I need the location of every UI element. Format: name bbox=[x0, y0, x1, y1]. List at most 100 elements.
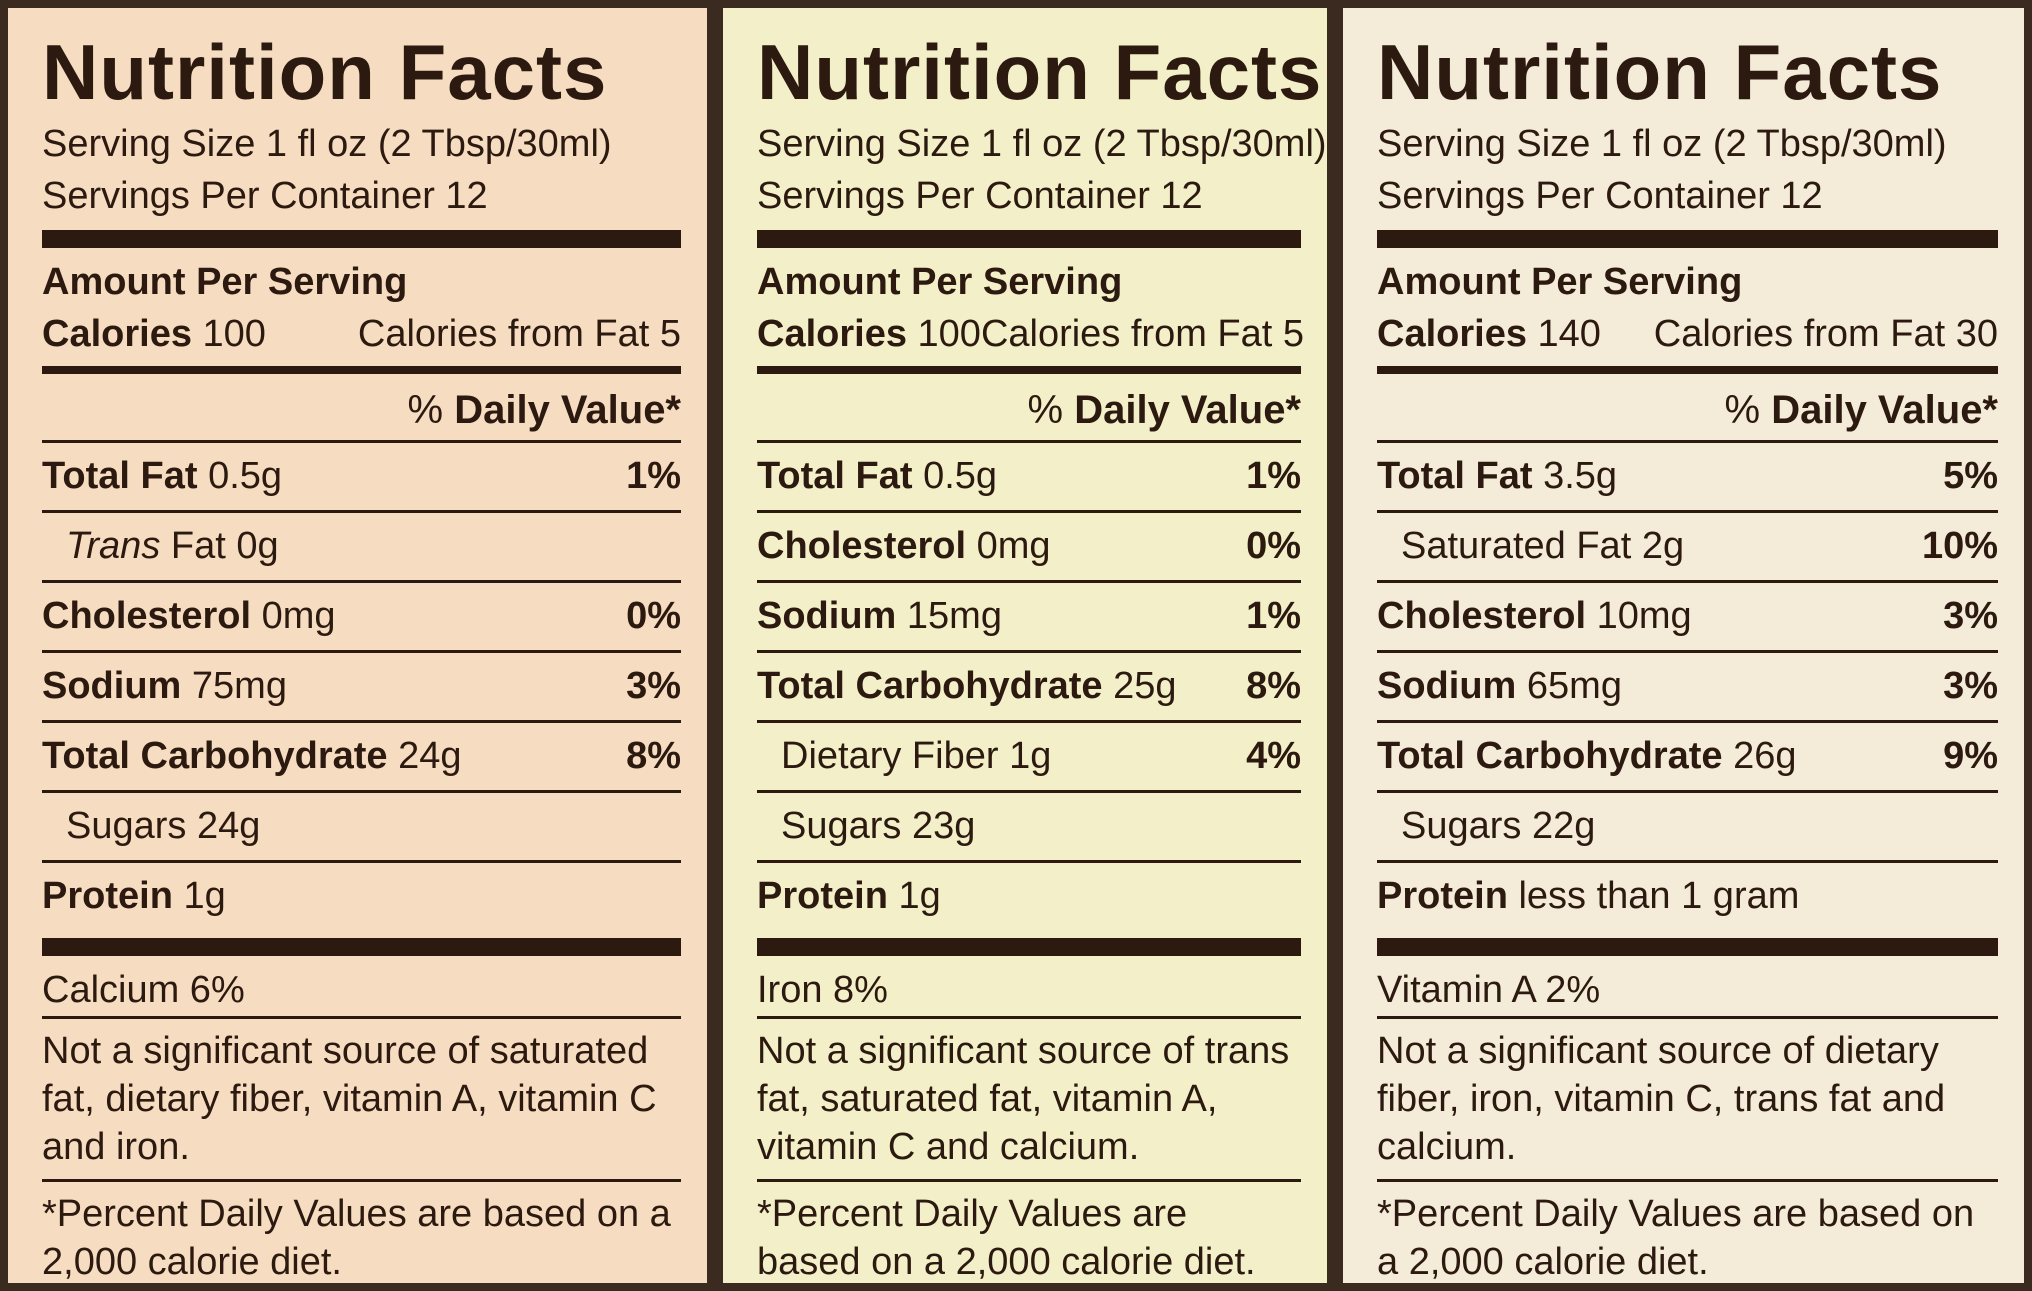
nutrient: Dietary Fiber 1g bbox=[781, 723, 1051, 790]
nutrient-amount: 0mg bbox=[261, 595, 336, 637]
dv-prefix: % bbox=[1027, 388, 1064, 432]
nutrient-amount: 24g bbox=[398, 735, 462, 777]
nutrient: Total Carbohydrate 25g bbox=[757, 653, 1177, 720]
nutrient-amount: 2g bbox=[1641, 525, 1685, 567]
daily-value: 4% bbox=[1246, 735, 1301, 777]
nutrient-row: Total Carbohydrate 24g 8% bbox=[42, 723, 681, 790]
nutrient-name: Trans bbox=[66, 525, 161, 567]
nutrient-amount: 1g bbox=[1009, 735, 1052, 777]
calories-label: Calories bbox=[42, 313, 192, 355]
calories: Calories 100 bbox=[42, 308, 266, 360]
row-rule bbox=[1377, 650, 1998, 653]
row-rule bbox=[1377, 720, 1998, 723]
thick-rule bbox=[1377, 230, 1998, 248]
thick-rule bbox=[42, 230, 681, 248]
nutrient-row: Total Fat 0.5g 1% bbox=[42, 443, 681, 510]
row-rule bbox=[757, 790, 1301, 793]
nutrient-row: Sugars 23g bbox=[757, 793, 1301, 860]
vitamins: Calcium 6% bbox=[42, 969, 245, 1011]
row-rule bbox=[42, 790, 681, 793]
nutrient-row: Cholesterol 0mg 0% bbox=[757, 513, 1301, 580]
nutrient: Total Carbohydrate 26g bbox=[1377, 723, 1797, 790]
daily-value-header: % Daily Value* bbox=[757, 380, 1302, 440]
label-title: Nutrition Facts bbox=[757, 28, 1323, 116]
amount-per-serving: Amount Per Serving bbox=[1377, 261, 1743, 303]
daily-value: 9% bbox=[1943, 735, 1998, 777]
calories-label: Calories bbox=[1377, 313, 1527, 355]
nutrient-name: Cholesterol bbox=[42, 595, 252, 637]
nutrient-amount: 25g bbox=[1113, 665, 1177, 707]
daily-value: 8% bbox=[1246, 665, 1301, 707]
daily-value: 0% bbox=[626, 595, 681, 637]
servings-per-container: Servings Per Container 12 bbox=[42, 175, 488, 217]
nutrient-amount: 0.5g bbox=[923, 455, 998, 497]
row-rule bbox=[42, 860, 681, 863]
daily-value: 5% bbox=[1943, 455, 1998, 497]
nutrient-row: Protein 1g bbox=[42, 863, 681, 930]
daily-value: 1% bbox=[1246, 595, 1301, 637]
nutrient-row: Sugars 22g bbox=[1377, 793, 1998, 860]
nutrient-row: Saturated Fat 2g 10% bbox=[1377, 513, 1998, 580]
dv-header: Daily Value* bbox=[454, 388, 681, 432]
nutrient-row: Protein 1g bbox=[757, 863, 1301, 930]
nutrient-name: Cholesterol bbox=[1377, 595, 1587, 637]
nutrient-name: Protein bbox=[42, 875, 173, 917]
note: Not a significant source of trans fat, s… bbox=[757, 1030, 1290, 1168]
thin-rule bbox=[1377, 1179, 1998, 1182]
dv-prefix: % bbox=[1724, 388, 1761, 432]
nutrient-row: Total Fat 3.5g 5% bbox=[1377, 443, 1998, 510]
nutrient: Sugars 23g bbox=[781, 793, 975, 860]
dv-header: Daily Value* bbox=[1771, 388, 1998, 432]
nutrient-name: Total Carbohydrate bbox=[757, 665, 1103, 707]
nutrient: Trans Fat 0g bbox=[66, 513, 279, 580]
nutrient-row: Total Fat 0.5g 1% bbox=[757, 443, 1301, 510]
row-rule bbox=[42, 440, 681, 443]
nutrient-row: Sodium 65mg 3% bbox=[1377, 653, 1998, 720]
nutrient-amount: 22g bbox=[1531, 805, 1596, 847]
nutrient-row: Sugars 24g bbox=[42, 793, 681, 860]
nutrient: Cholesterol 10mg bbox=[1377, 583, 1692, 650]
nutrient-row: Cholesterol 0mg 0% bbox=[42, 583, 681, 650]
nutrient: Sugars 24g bbox=[66, 793, 260, 860]
nutrient-amount: 0mg bbox=[976, 525, 1051, 567]
nutrient-amount: 24g bbox=[196, 805, 261, 847]
nutrient: Sugars 22g bbox=[1401, 793, 1595, 860]
nutrient: Cholesterol 0mg bbox=[42, 583, 336, 650]
label-title: Nutrition Facts bbox=[42, 28, 608, 116]
nutrient-row: Cholesterol 10mg 3% bbox=[1377, 583, 1998, 650]
nutrient-amount: 26g bbox=[1733, 735, 1797, 777]
nutrient-name: Total Carbohydrate bbox=[1377, 735, 1723, 777]
thick-rule bbox=[1377, 938, 1998, 956]
daily-value: 10% bbox=[1921, 525, 1998, 567]
medium-rule bbox=[757, 366, 1301, 374]
daily-value: 3% bbox=[626, 665, 681, 707]
nutrient-name: Total Fat bbox=[1377, 455, 1533, 497]
nutrient-amount: 1g bbox=[183, 875, 226, 917]
nutrient-name: Sodium bbox=[757, 595, 897, 637]
nutrient: Protein less than 1 gram bbox=[1377, 863, 1799, 930]
note: Not a significant source of dietary fibe… bbox=[1377, 1030, 1946, 1168]
footnote: *Percent Daily Values are based on a 2,0… bbox=[42, 1193, 671, 1283]
nutrient-row: Dietary Fiber 1g 4% bbox=[757, 723, 1301, 790]
row-rule bbox=[42, 510, 681, 513]
nutrient-row: Total Carbohydrate 26g 9% bbox=[1377, 723, 1998, 790]
nutrient-name: Sugars bbox=[781, 805, 902, 847]
calories-value: 140 bbox=[1537, 313, 1601, 355]
serving-size: Serving Size 1 fl oz (2 Tbsp/30ml) bbox=[757, 123, 1327, 165]
row-rule bbox=[1377, 440, 1998, 443]
calories-from-fat: Calories from Fat 30 bbox=[1653, 313, 1998, 355]
calories-label: Calories bbox=[757, 313, 907, 355]
calories-from-fat: Calories from Fat 5 bbox=[980, 313, 1305, 355]
nutrient: Sodium 15mg bbox=[757, 583, 1002, 650]
nutrient-row: Total Carbohydrate 25g 8% bbox=[757, 653, 1301, 720]
nutrient-row: Sodium 75mg 3% bbox=[42, 653, 681, 720]
daily-value-header: % Daily Value* bbox=[42, 380, 682, 440]
serving-size: Serving Size 1 fl oz (2 Tbsp/30ml) bbox=[1377, 123, 1947, 165]
nutrient-name: Protein bbox=[1377, 875, 1508, 917]
nutrient-row: Trans Fat 0g bbox=[42, 513, 681, 580]
calories-row: Calories 140 Calories from Fat 30 bbox=[1377, 308, 1998, 360]
nutrient: Total Fat 0.5g bbox=[42, 443, 282, 510]
daily-value-header: % Daily Value* bbox=[1377, 380, 1999, 440]
row-rule bbox=[1377, 860, 1998, 863]
nutrient-amount: 65mg bbox=[1526, 665, 1622, 707]
